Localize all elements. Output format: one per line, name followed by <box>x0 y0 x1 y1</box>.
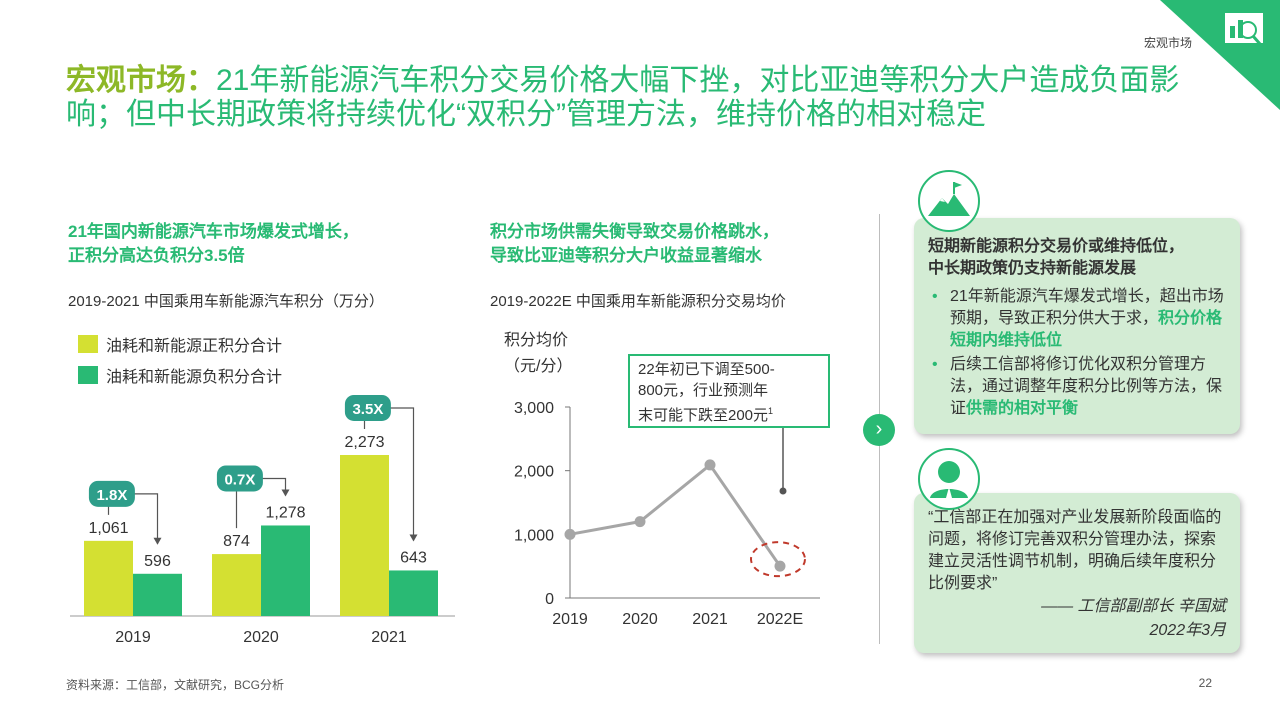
line-point <box>704 459 716 471</box>
y-tick-label: 3,000 <box>514 400 554 417</box>
x-tick-label: 2020 <box>243 629 279 646</box>
summary-heading-line2: 中长期政策仍支持新能源发展 <box>928 260 1137 277</box>
line-point <box>634 516 646 528</box>
page-number: 22 <box>1198 676 1212 690</box>
bar-2021-negative <box>389 570 438 616</box>
middle-chart-title: 2019-2022E 中国乘用车新能源积分交易均价 <box>490 293 786 310</box>
mountain-flag-icon <box>918 170 980 232</box>
left-heading-line2: 正积分高达负积分3.5倍 <box>68 246 245 265</box>
quote-date: 2022年3月 <box>1149 622 1227 639</box>
bar-value-label: 1,061 <box>88 520 128 537</box>
x-tick-label: 2022E <box>757 611 803 628</box>
quote-signature: —— 工信部副部长 辛国斌 <box>1041 598 1226 615</box>
quote-text: “工信部正在加强对产业发展新阶段面临的问题，将修订完善双积分管理办法，探索建立灵… <box>928 509 1222 592</box>
line-chart-ylabel: 积分均价 （元/分） <box>504 328 572 380</box>
summary-bullet-1: • 21年新能源汽车爆发式增长，超出市场预期，导致正积分供大于求，积分价格短期内… <box>928 286 1226 352</box>
callout-footnote: 1 <box>768 406 774 416</box>
ratio-badge-label: 3.5X <box>352 401 383 418</box>
title-lead: 宏观市场： <box>66 64 216 97</box>
bullet-dot-icon: • <box>932 356 938 373</box>
arrow-down-icon <box>281 489 290 497</box>
highlight-ellipse <box>750 541 806 578</box>
title-rest: 21年新能源汽车积分交易价格大幅下挫，对比亚迪等积分大户造成负面影响；但中长期政… <box>66 64 1180 131</box>
bar-legend: 油耗和新能源正积分合计 油耗和新能源负积分合计 <box>78 333 282 386</box>
ylabel-line2: （元/分） <box>504 358 573 375</box>
price-callout: 22年初已下调至500- 800元，行业预测年 末可能下跌至200元1 <box>628 354 830 428</box>
bar-2019-negative <box>133 573 182 616</box>
bullet2-text: 后续工信部将修订优化双积分管理方法，通过调整年度积分比例等方法，保证 <box>950 356 1223 417</box>
summary-bullet-2: • 后续工信部将修订优化双积分管理方法，通过调整年度积分比例等方法，保证供需的相… <box>928 354 1226 420</box>
bullet1-highlight: 积分价格短期内维持低位 <box>950 310 1223 349</box>
ylabel-line1: 积分均价 <box>504 332 569 349</box>
x-tick-label: 2021 <box>371 629 407 646</box>
legend-swatch-negative <box>78 366 98 384</box>
middle-heading-line2: 导致比亚迪等积分大户收益显著缩水 <box>490 246 762 265</box>
bullet-dot-icon: • <box>932 288 938 305</box>
ratio-badge <box>344 394 391 421</box>
bar-value-label: 643 <box>400 549 427 566</box>
person-avatar-icon <box>918 448 980 510</box>
x-tick-label: 2019 <box>115 629 151 646</box>
price-line <box>569 462 782 568</box>
bar-value-label: 596 <box>144 553 171 570</box>
callout-line2: 800元，行业预测年 <box>638 382 769 399</box>
bar-value-label: 2,273 <box>344 434 384 451</box>
callout-leader-dot <box>779 487 787 495</box>
source-note: 资料来源：工信部，文献研究，BCG分析 <box>66 678 285 692</box>
line-point <box>564 528 576 540</box>
ratio-badge-label: 1.8X <box>96 487 127 504</box>
left-chart-title: 2019-2021 中国乘用车新能源汽车积分（万分） <box>68 293 384 310</box>
quote-card: “工信部正在加强对产业发展新阶段面临的问题，将修订完善双积分管理办法，探索建立灵… <box>914 493 1240 653</box>
bar-2021-positive <box>340 454 389 616</box>
summary-card-heading: 短期新能源积分交易价或维持低位， 中长期政策仍支持新能源发展 <box>928 236 1226 280</box>
legend-label-negative: 油耗和新能源负积分合计 <box>106 369 283 386</box>
left-heading: 21年国内新能源汽车市场爆发式增长， 正积分高达负积分3.5倍 <box>68 220 359 268</box>
summary-card: 短期新能源积分交易价或维持低位， 中长期政策仍支持新能源发展 • 21年新能源汽… <box>914 218 1240 434</box>
y-tick-label: 2,000 <box>514 464 554 481</box>
bullet1-text: 21年新能源汽车爆发式增长，超出市场预期，导致正积分供大于求， <box>950 288 1224 327</box>
legend-label-positive: 油耗和新能源正积分合计 <box>106 338 283 355</box>
bar-2019-positive <box>84 540 133 616</box>
corner-decoration <box>1160 0 1280 110</box>
bullet2-highlight: 供需的相对平衡 <box>966 400 1079 417</box>
bar-2020-positive <box>212 554 261 616</box>
bar-value-label: 874 <box>223 533 250 550</box>
callout-line1: 22年初已下调至500- <box>638 361 775 378</box>
y-tick-label: 1,000 <box>514 527 554 544</box>
ratio-badge <box>88 480 135 507</box>
callout-line3-text: 末可能下跌至200元 <box>638 407 769 424</box>
x-tick-label: 2019 <box>552 611 588 628</box>
bar-2020-negative <box>261 525 310 616</box>
ratio-badge <box>216 465 263 492</box>
callout-line3: 末可能下跌至200元1 <box>638 401 820 426</box>
summary-heading-line1: 短期新能源积分交易价或维持低位， <box>928 238 1185 255</box>
bar-chart: 1,061 596 2019 1.8X 874 1,278 2020 0.7X 2,273 643… <box>70 394 455 646</box>
ratio-badge-label: 0.7X <box>224 471 255 488</box>
left-heading-line1: 21年国内新能源汽车市场爆发式增长， <box>68 222 359 241</box>
x-tick-label: 2020 <box>622 611 658 628</box>
chevron-right-icon: › <box>863 414 895 446</box>
legend-item-negative: 油耗和新能源负积分合计 <box>78 364 282 386</box>
section-tag: 宏观市场 <box>1143 36 1192 50</box>
line-point <box>774 560 786 572</box>
middle-heading: 积分市场供需失衡导致交易价格跳水， 导致比亚迪等积分大户收益显著缩水 <box>490 220 779 268</box>
arrow-down-icon <box>409 534 418 542</box>
arrow-down-icon <box>153 537 162 545</box>
y-tick-label: 0 <box>545 591 554 608</box>
x-tick-label: 2021 <box>692 611 728 628</box>
bar-value-label: 1,278 <box>265 504 305 521</box>
legend-item-positive: 油耗和新能源正积分合计 <box>78 333 282 355</box>
middle-heading-line1: 积分市场供需失衡导致交易价格跳水， <box>490 222 779 241</box>
page-title: 宏观市场：21年新能源汽车积分交易价格大幅下挫，对比亚迪等积分大户造成负面影响；… <box>66 64 1216 132</box>
legend-swatch-positive <box>78 335 98 353</box>
line-chart: 0 1,000 2,000 3,000 2019 2020 2021 2022E <box>514 400 820 628</box>
